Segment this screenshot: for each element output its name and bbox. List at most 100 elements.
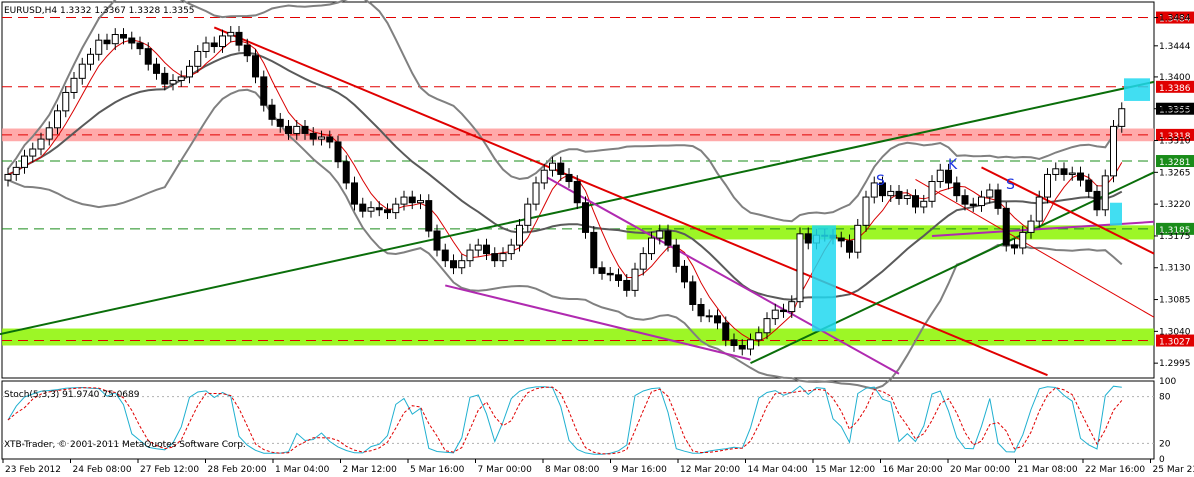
candle-body [351, 182, 358, 205]
candle-66 [549, 156, 556, 177]
candle-20 [169, 74, 177, 91]
candle-body [912, 195, 919, 208]
candle-19 [161, 67, 169, 91]
candle-107 [887, 185, 895, 203]
candle-body [276, 118, 284, 127]
candle-body [227, 31, 235, 37]
price-label-2: 1.3355 [1156, 102, 1194, 116]
candle-28 [235, 26, 243, 52]
candle-0 [4, 168, 12, 187]
candle-58 [483, 238, 490, 260]
candle-36 [301, 120, 309, 140]
candle-4 [37, 132, 45, 156]
candle-67 [557, 156, 565, 181]
candle-body [598, 267, 606, 274]
candle-body [219, 35, 226, 48]
candle-body [301, 125, 309, 134]
candle-body [1068, 172, 1076, 175]
candle-109 [903, 189, 911, 205]
candle-body [78, 63, 86, 79]
candle-body [953, 182, 961, 197]
candle-129 [1068, 166, 1076, 181]
candle-body [95, 39, 103, 55]
candle-body [994, 189, 1002, 209]
candles [4, 26, 1126, 356]
candle-body [639, 253, 647, 270]
candle-49 [408, 190, 416, 210]
candle-1 [12, 161, 20, 181]
candle-body [235, 31, 243, 46]
candle-body [144, 48, 152, 65]
candle-body [507, 244, 515, 255]
candle-35 [293, 120, 301, 140]
candle-7 [62, 86, 70, 118]
candle-101 [837, 231, 845, 248]
candle-68 [565, 168, 573, 188]
candle-body [1019, 231, 1027, 249]
x-tick-label: 15 Mar 12:00 [815, 465, 875, 475]
candle-body [417, 200, 424, 204]
stoch-tick-label: 0 [1159, 455, 1165, 465]
candle-body [37, 138, 45, 150]
candle-body [862, 196, 870, 226]
candle-body [854, 224, 862, 253]
candle-body [334, 141, 342, 163]
candle-body [21, 155, 28, 168]
y-tick-label: 1.3444 [1159, 42, 1191, 52]
candle-120 [994, 183, 1002, 215]
candle-body [969, 203, 977, 207]
candle-96 [796, 227, 804, 309]
candle-body [565, 173, 573, 183]
candle-18 [153, 57, 160, 80]
candle-56 [466, 243, 474, 268]
candle-body [747, 339, 754, 350]
candle-21 [177, 70, 185, 87]
candle-body [606, 272, 614, 276]
candle-body [425, 200, 433, 232]
candle-125 [1035, 190, 1043, 228]
candle-body [450, 260, 457, 269]
y-axis-ticks: 1.2995 1.3040 1.3085 1.3130 1.3175 1.3220 1.32… [1154, 14, 1191, 369]
x-tick-label: 27 Feb 12:00 [140, 465, 199, 475]
candle-51 [425, 194, 433, 238]
candle-body [318, 136, 325, 140]
candle-81 [672, 238, 680, 273]
candle-body [689, 281, 697, 305]
candle-body [615, 274, 622, 281]
candle-88 [730, 333, 738, 352]
candle-15 [128, 31, 136, 50]
candle-body [202, 42, 210, 52]
candle-29 [243, 38, 251, 63]
candle-body [928, 181, 936, 202]
candle-14 [120, 28, 127, 45]
candle-body [664, 230, 672, 246]
candle-body [549, 162, 556, 171]
x-tick-label: 16 Mar 20:00 [883, 465, 943, 475]
cyan-box-low [1110, 202, 1122, 226]
candle-26 [219, 29, 226, 53]
candle-89 [738, 339, 746, 356]
price-label-text: 1.3185 [1159, 226, 1191, 236]
candle-122 [1011, 238, 1018, 255]
candle-64 [532, 176, 540, 211]
y-tick-label: 1.3310 [1159, 137, 1191, 147]
candle-body [516, 224, 523, 246]
candle-body [879, 182, 886, 197]
candle-127 [1052, 162, 1060, 181]
candle-84 [697, 298, 705, 323]
price-label-box [1156, 334, 1194, 347]
candle-41 [342, 155, 350, 190]
candle-93 [771, 303, 779, 325]
x-tick-label: 28 Feb 20:00 [208, 465, 267, 475]
candle-46 [384, 203, 391, 219]
candle-128 [1060, 162, 1068, 181]
candle-body [722, 322, 730, 341]
x-tick-label: 12 Mar 20:00 [680, 465, 740, 475]
candle-123 [1019, 226, 1027, 255]
candle-body [153, 63, 160, 74]
stoch-tick-label: 80 [1159, 393, 1171, 403]
candle-body [730, 339, 738, 346]
y-tick-label: 1.3400 [1159, 73, 1191, 83]
candle-body [763, 318, 771, 334]
